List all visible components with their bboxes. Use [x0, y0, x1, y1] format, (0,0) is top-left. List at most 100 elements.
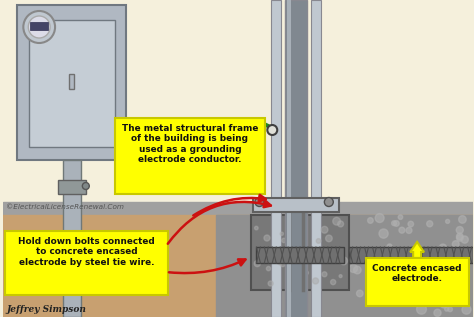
Circle shape — [296, 276, 300, 281]
Circle shape — [280, 232, 283, 236]
Circle shape — [297, 246, 304, 254]
Circle shape — [280, 261, 285, 267]
Bar — [58, 180, 86, 194]
Circle shape — [356, 290, 363, 297]
Circle shape — [452, 241, 459, 248]
Circle shape — [299, 253, 305, 259]
Bar — [63, 160, 81, 317]
Circle shape — [426, 250, 433, 257]
Circle shape — [354, 266, 361, 274]
Circle shape — [320, 260, 323, 263]
Circle shape — [442, 299, 447, 303]
Circle shape — [292, 242, 300, 250]
Circle shape — [427, 221, 433, 227]
Circle shape — [376, 279, 381, 284]
Bar — [2, 0, 473, 202]
Circle shape — [305, 271, 309, 275]
Bar — [311, 0, 321, 317]
Circle shape — [399, 227, 405, 233]
FancyBboxPatch shape — [115, 118, 265, 194]
Bar — [254, 198, 339, 212]
Circle shape — [307, 257, 312, 262]
Circle shape — [398, 275, 405, 283]
Circle shape — [432, 264, 440, 273]
Circle shape — [301, 245, 304, 249]
FancyBboxPatch shape — [365, 258, 469, 306]
Bar — [252, 215, 349, 290]
Circle shape — [457, 258, 466, 266]
Circle shape — [461, 236, 468, 243]
Circle shape — [264, 235, 270, 241]
Text: ©ElectricalLicenseRenewal.Com: ©ElectricalLicenseRenewal.Com — [7, 204, 125, 210]
Circle shape — [254, 261, 260, 267]
Circle shape — [340, 257, 347, 265]
Circle shape — [448, 307, 453, 312]
Circle shape — [443, 265, 449, 272]
Circle shape — [291, 248, 296, 252]
Circle shape — [456, 233, 463, 240]
Circle shape — [406, 279, 415, 288]
Bar — [2, 202, 473, 215]
Circle shape — [383, 258, 392, 267]
Circle shape — [333, 217, 340, 225]
Circle shape — [295, 220, 299, 223]
Circle shape — [312, 278, 319, 284]
Circle shape — [463, 282, 467, 286]
Circle shape — [456, 226, 463, 234]
Bar — [285, 0, 307, 317]
Circle shape — [321, 226, 328, 233]
Circle shape — [408, 221, 414, 227]
Circle shape — [282, 238, 286, 243]
Circle shape — [82, 183, 89, 190]
Circle shape — [268, 281, 273, 286]
Bar — [256, 247, 344, 263]
Circle shape — [266, 266, 271, 271]
Circle shape — [410, 290, 419, 300]
Circle shape — [392, 221, 396, 226]
Circle shape — [255, 226, 258, 230]
Text: Jeffrey Simpson: Jeffrey Simpson — [7, 305, 86, 314]
Bar — [18, 5, 127, 160]
FancyArrow shape — [193, 149, 223, 171]
Circle shape — [432, 253, 442, 262]
Circle shape — [427, 293, 434, 300]
Circle shape — [348, 255, 355, 262]
Circle shape — [445, 255, 452, 263]
Circle shape — [255, 197, 264, 206]
FancyArrow shape — [410, 242, 424, 258]
Circle shape — [23, 11, 55, 43]
Circle shape — [369, 286, 375, 293]
Text: The metal structural frame
of the building is being
used as a grounding
electrod: The metal structural frame of the buildi… — [122, 124, 258, 164]
Circle shape — [434, 293, 442, 302]
Text: Concrete encased
electrode.: Concrete encased electrode. — [373, 264, 462, 283]
Circle shape — [440, 300, 448, 308]
Circle shape — [330, 280, 336, 285]
Circle shape — [456, 235, 463, 241]
Circle shape — [300, 216, 307, 224]
Circle shape — [405, 297, 410, 302]
Circle shape — [349, 264, 357, 273]
Bar — [30, 22, 48, 30]
Circle shape — [459, 216, 466, 223]
Circle shape — [396, 256, 405, 265]
Bar — [349, 247, 473, 263]
Circle shape — [403, 248, 412, 257]
FancyBboxPatch shape — [6, 231, 168, 295]
Bar — [2, 215, 473, 317]
Circle shape — [438, 279, 444, 286]
Circle shape — [379, 229, 388, 238]
Circle shape — [375, 214, 384, 223]
Bar — [69, 74, 74, 89]
Bar — [216, 215, 473, 317]
Circle shape — [387, 244, 392, 249]
Circle shape — [267, 125, 277, 135]
Circle shape — [406, 227, 412, 233]
Circle shape — [439, 244, 447, 251]
Circle shape — [375, 271, 380, 276]
Text: Hold down bolts connected
to concrete encased
electrode by steel tie wire.: Hold down bolts connected to concrete en… — [18, 237, 155, 267]
Circle shape — [434, 309, 441, 316]
Circle shape — [339, 275, 342, 278]
Circle shape — [368, 218, 373, 223]
Circle shape — [277, 259, 283, 265]
Circle shape — [316, 239, 321, 243]
